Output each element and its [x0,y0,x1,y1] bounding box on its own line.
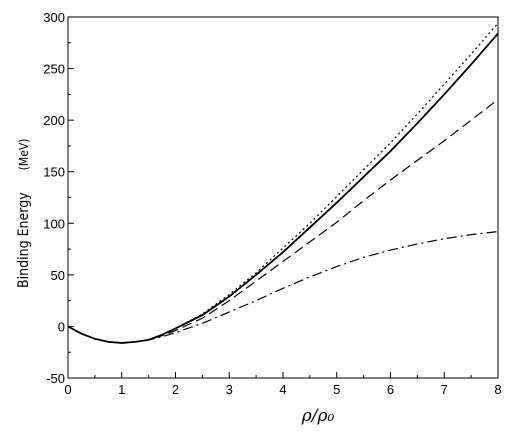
y-tick-label: 300 [43,10,65,25]
y-tick-label: 0 [58,319,65,334]
x-tick-label: 4 [279,382,286,397]
y-tick-label: 150 [43,165,65,180]
y-axis-label: Binding Energy (MeV) [16,139,32,288]
x-tick-label: 0 [64,382,71,397]
series-line-dotted [67,22,499,344]
x-tick-label: 3 [226,382,233,397]
plot-frame [67,16,499,379]
x-tick-label: 1 [118,382,125,397]
y-tick-label: 50 [51,268,65,283]
x-tick-label: 8 [494,382,501,397]
y-axis-title: Binding Energy [16,192,32,288]
x-tick-label: 7 [441,382,448,397]
x-tick-label: 2 [172,382,179,397]
x-axis-label: ρ/ρ₀ [301,406,335,426]
series-line-dash-dot [67,230,499,344]
series-line-dashed [67,99,499,344]
y-tick-label: -50 [46,371,65,386]
y-axis-unit: (MeV) [17,139,31,171]
x-tick-label: 5 [333,382,340,397]
y-tick-label: 100 [43,216,65,231]
x-tick-label: 6 [387,382,394,397]
y-tick-label: 250 [43,62,65,77]
series-layer [67,22,499,344]
y-tick-label: 200 [43,113,65,128]
series-line-solid [67,32,499,344]
